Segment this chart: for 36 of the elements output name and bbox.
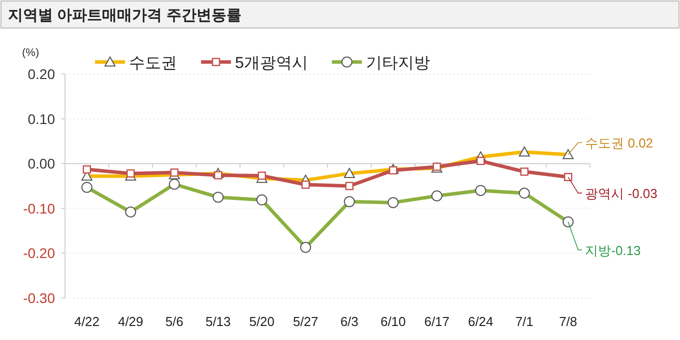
point bbox=[564, 172, 572, 182]
legend-label: 수도권 bbox=[129, 55, 177, 72]
x-tick-label: 7/8 bbox=[559, 314, 578, 329]
x-tick-label: 4/22 bbox=[74, 314, 100, 329]
annotation: 지방-0.13 bbox=[585, 242, 641, 258]
legend-label: 기타지방 bbox=[366, 55, 430, 72]
y-tick-label: -0.30 bbox=[23, 290, 56, 306]
y-tick-label: -0.20 bbox=[23, 245, 56, 262]
point bbox=[258, 172, 266, 180]
x-tick-label: 5/20 bbox=[249, 314, 275, 329]
x-tick-label: 4/29 bbox=[118, 314, 144, 329]
point bbox=[170, 168, 178, 177]
point bbox=[389, 166, 398, 174]
x-tick-label: 6/17 bbox=[424, 314, 450, 329]
x-tick-label: 5/27 bbox=[292, 314, 318, 329]
x-tick-label: 5/13 bbox=[205, 314, 231, 329]
legend-label: 5개광역시 bbox=[235, 55, 308, 72]
y-axis-title: (%) bbox=[22, 47, 40, 59]
y-tick-label: 0.20 bbox=[28, 66, 56, 82]
y-tick-label: 0.10 bbox=[28, 110, 56, 127]
x-tick-label: 7/1 bbox=[515, 314, 534, 329]
y-tick-label: 0.00 bbox=[28, 156, 56, 172]
x-tick-label: 6/24 bbox=[468, 314, 494, 329]
y-tick-label: -0.10 bbox=[23, 200, 56, 216]
point bbox=[476, 156, 485, 166]
x-tick-label: 6/10 bbox=[380, 314, 406, 329]
chart-title: 지역별 아파트매매가격 주간변동률 bbox=[8, 7, 242, 24]
point bbox=[82, 165, 91, 174]
annotation: 수도권 0.02 bbox=[585, 136, 654, 151]
point bbox=[345, 182, 354, 190]
x-tick-label: 5/6 bbox=[165, 314, 184, 329]
point bbox=[126, 169, 135, 178]
x-tick-label: 6/3 bbox=[340, 314, 358, 329]
point bbox=[520, 168, 528, 176]
point bbox=[302, 180, 310, 189]
annotation: 광역시 -0.03 bbox=[585, 186, 658, 202]
